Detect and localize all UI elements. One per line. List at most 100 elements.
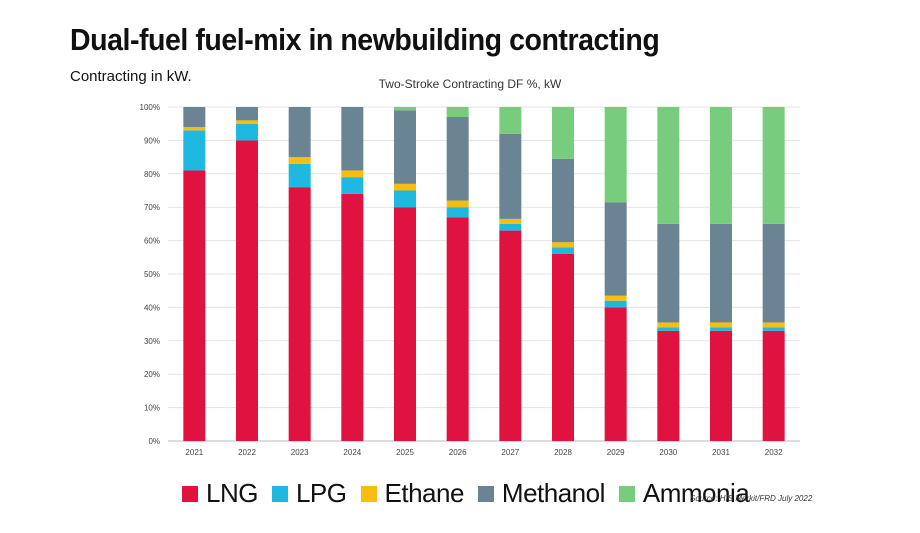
- x-tick-label: 2022: [238, 448, 256, 457]
- bar-segment-ammonia: [762, 107, 785, 224]
- page-subtitle: Contracting in kW.: [70, 68, 192, 85]
- legend-swatch: [477, 485, 494, 502]
- bar-segment-methanol: [446, 117, 469, 201]
- x-tick-label: 2023: [291, 448, 309, 457]
- y-tick-label: 0%: [148, 437, 160, 446]
- bar-segment-lpg: [341, 177, 364, 194]
- legend-label: Methanol: [501, 478, 605, 508]
- bar-segment-lng: [394, 207, 416, 441]
- bar-segment-lng: [499, 230, 522, 441]
- bar-segment-ammonia: [604, 107, 627, 203]
- bar-segment-methanol: [236, 107, 258, 121]
- legend-label: LPG: [295, 478, 347, 508]
- bar-segment-lpg: [236, 123, 258, 141]
- x-tick-label: 2024: [343, 448, 361, 457]
- bar-segment-ethane: [288, 157, 311, 164]
- bar-segment-lng: [657, 330, 680, 441]
- bar-segment-methanol: [499, 133, 522, 219]
- bar-segment-methanol: [762, 223, 785, 323]
- y-tick-label: 80%: [144, 170, 160, 179]
- chart-title: Two-Stroke Contracting DF %, kW: [378, 77, 562, 91]
- y-tick-label: 90%: [144, 136, 160, 145]
- legend-label: LNG: [206, 478, 258, 508]
- legend-item-methanol: Methanol: [477, 478, 605, 509]
- legend-swatch: [182, 485, 198, 502]
- x-tick-label: 2031: [712, 448, 730, 457]
- bar-segment-lpg: [657, 327, 680, 331]
- bar-segment-lpg: [499, 223, 522, 231]
- y-tick-label: 40%: [144, 303, 160, 312]
- x-tick-label: 2026: [449, 448, 467, 457]
- x-tick-label: 2025: [396, 448, 414, 457]
- y-tick-label: 70%: [144, 203, 160, 212]
- bar-segment-lng: [762, 330, 785, 441]
- legend-item-ethane: Ethane: [360, 478, 465, 509]
- bar-segment-lng: [183, 170, 206, 441]
- bar-segment-ammonia: [657, 107, 680, 224]
- bar-segment-ethane: [762, 322, 785, 328]
- page-title: Dual-fuel fuel-mix in newbuilding contra…: [70, 22, 660, 57]
- legend-swatch: [360, 485, 377, 502]
- legend-item-lpg: LPG: [271, 478, 347, 509]
- bar-segment-ethane: [604, 295, 627, 301]
- x-tick-label: 2028: [554, 448, 572, 457]
- x-tick-label: 2029: [607, 448, 625, 457]
- bar-segment-methanol: [341, 107, 364, 171]
- source-note: Source: HIS Merkit/FRD July 2022: [690, 494, 813, 503]
- bar-segment-ethane: [710, 322, 732, 328]
- bar-segment-lng: [288, 187, 311, 441]
- legend-item-lng: LNG: [182, 478, 258, 509]
- bar-segment-methanol: [552, 158, 574, 243]
- bar-segment-ethane: [394, 183, 416, 191]
- bar-segment-methanol: [288, 107, 311, 158]
- y-tick-label: 10%: [144, 404, 160, 413]
- bar-segment-lng: [710, 330, 732, 441]
- legend-label: Ammonia: [642, 478, 750, 508]
- legend-label: Ethane: [384, 478, 465, 508]
- x-tick-label: 2021: [185, 448, 203, 457]
- bar-segment-lpg: [604, 300, 627, 308]
- bar-segment-ammonia: [446, 107, 469, 118]
- bar-segment-lpg: [394, 190, 416, 208]
- bar-segment-ethane: [236, 120, 258, 124]
- y-tick-label: 30%: [144, 337, 160, 346]
- x-tick-label: 2027: [501, 448, 519, 457]
- y-tick-label: 100%: [140, 103, 160, 112]
- bar-segment-methanol: [183, 107, 206, 128]
- y-tick-label: 50%: [144, 270, 160, 279]
- bar-segment-ammonia: [710, 107, 732, 224]
- bar-segment-lpg: [552, 247, 574, 254]
- bar-segment-ethane: [657, 322, 680, 328]
- bar-segment-ammonia: [552, 107, 574, 159]
- bar-segment-methanol: [394, 110, 416, 184]
- bar-segment-lng: [341, 193, 364, 441]
- y-tick-label: 20%: [144, 370, 160, 379]
- bar-segment-lng: [604, 307, 627, 441]
- bar-segment-lpg: [762, 327, 785, 331]
- bar-segment-lng: [446, 217, 469, 441]
- bar-segment-lng: [236, 140, 258, 441]
- legend-item-ammonia: Ammonia: [618, 478, 750, 509]
- bar-segment-ethane: [183, 127, 206, 131]
- bar-segment-lpg: [446, 207, 469, 218]
- bar-segment-lpg: [288, 163, 311, 188]
- x-tick-label: 2030: [659, 448, 677, 457]
- bar-segment-methanol: [657, 223, 680, 323]
- bar-segment-ethane: [552, 242, 574, 248]
- bar-segment-ammonia: [499, 107, 522, 134]
- chart-legend: LNG LPG Ethane Methanol Ammonia: [182, 478, 763, 509]
- bar-segment-methanol: [604, 202, 627, 296]
- legend-swatch: [618, 485, 635, 502]
- bar-segment-ethane: [446, 200, 469, 208]
- bar-segment-ethane: [341, 170, 364, 178]
- bar-segment-ammonia: [394, 107, 416, 111]
- x-tick-label: 2032: [765, 448, 783, 457]
- y-tick-label: 60%: [144, 237, 160, 246]
- bar-segment-methanol: [710, 223, 732, 323]
- bar-segment-lng: [552, 253, 574, 441]
- bar-segment-lpg: [183, 130, 206, 171]
- bar-segment-ethane: [499, 218, 522, 224]
- bar-segment-lpg: [710, 327, 732, 331]
- legend-swatch: [271, 485, 288, 502]
